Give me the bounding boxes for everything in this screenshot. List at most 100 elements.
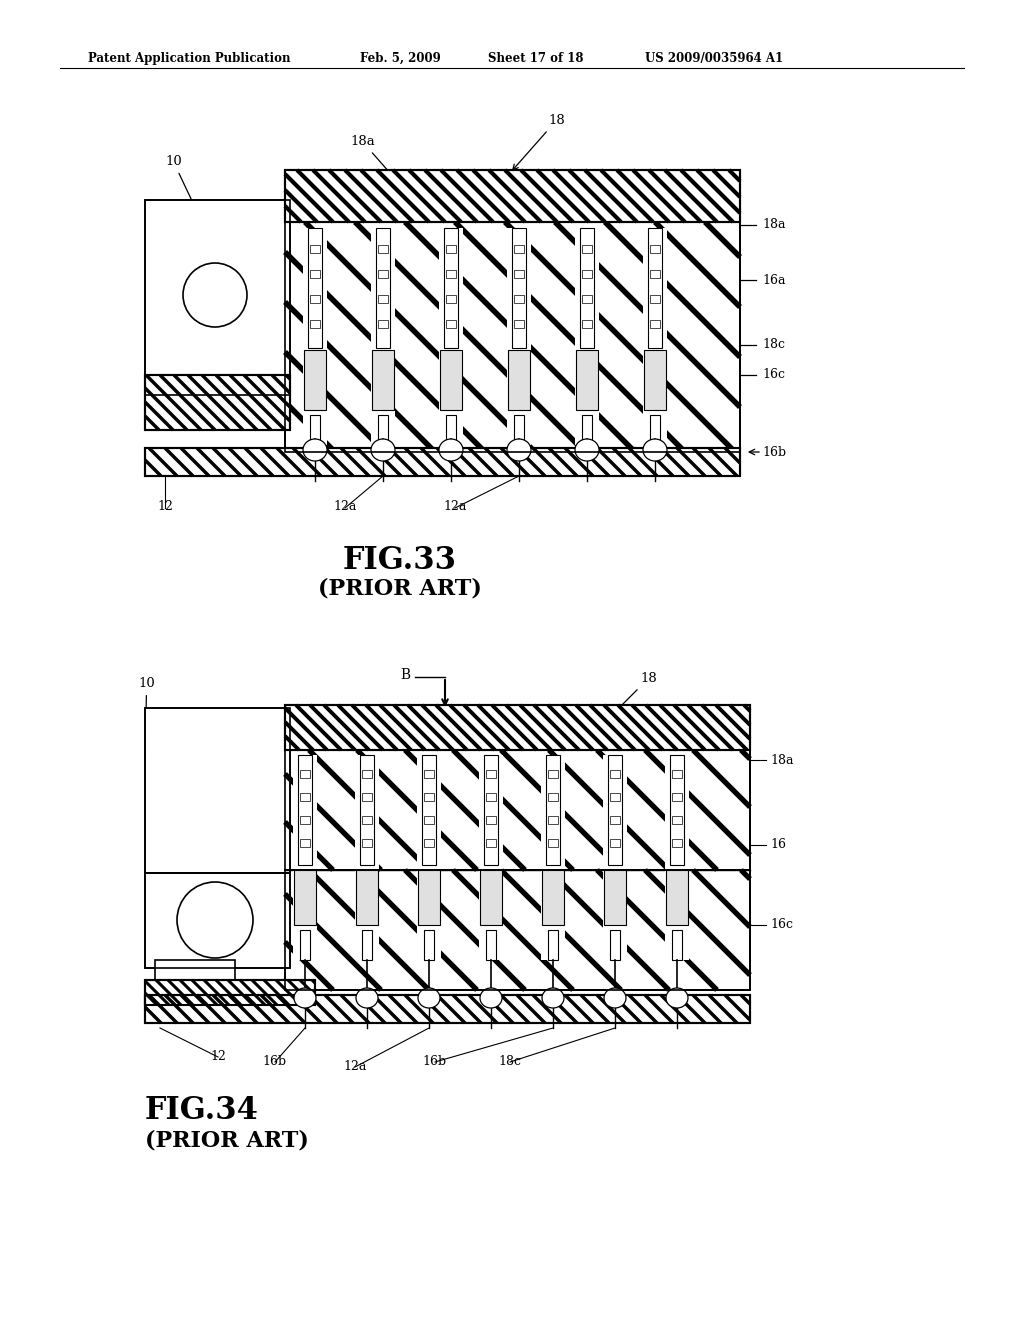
Bar: [670, 755, 684, 865]
Bar: [666, 870, 688, 925]
Ellipse shape: [643, 440, 667, 461]
Bar: [285, 750, 750, 870]
Bar: [603, 755, 627, 960]
Bar: [548, 793, 558, 801]
Bar: [285, 222, 740, 451]
Text: Feb. 5, 2009: Feb. 5, 2009: [360, 51, 440, 65]
Bar: [378, 319, 388, 327]
Bar: [575, 228, 599, 445]
Bar: [486, 816, 496, 824]
Bar: [486, 931, 496, 960]
Bar: [446, 414, 456, 445]
Bar: [514, 414, 524, 445]
Bar: [541, 755, 565, 960]
Text: 16c: 16c: [770, 919, 793, 932]
Bar: [145, 873, 290, 968]
Bar: [479, 755, 503, 960]
Bar: [484, 755, 498, 865]
Ellipse shape: [439, 440, 463, 461]
Bar: [293, 755, 317, 960]
Text: 16a: 16a: [762, 273, 785, 286]
Bar: [285, 222, 740, 451]
Bar: [355, 755, 379, 960]
Bar: [298, 755, 312, 865]
Circle shape: [177, 882, 253, 958]
Bar: [610, 931, 620, 960]
Bar: [285, 750, 750, 870]
Bar: [372, 350, 394, 411]
Text: 10: 10: [165, 154, 191, 201]
Text: 12a: 12a: [343, 1060, 367, 1073]
Bar: [514, 246, 524, 253]
Bar: [378, 294, 388, 304]
Bar: [371, 228, 395, 445]
Bar: [648, 228, 662, 348]
Bar: [145, 979, 315, 1005]
Text: 12a: 12a: [443, 500, 467, 513]
Ellipse shape: [604, 987, 626, 1008]
Bar: [480, 870, 502, 925]
Bar: [604, 870, 626, 925]
Ellipse shape: [356, 987, 378, 1008]
Bar: [145, 201, 290, 395]
Bar: [285, 170, 740, 222]
Bar: [650, 294, 660, 304]
Bar: [650, 319, 660, 327]
Bar: [610, 770, 620, 777]
Bar: [424, 793, 434, 801]
Bar: [486, 840, 496, 847]
Bar: [285, 705, 750, 750]
Text: 12: 12: [157, 500, 173, 513]
Bar: [514, 294, 524, 304]
Bar: [546, 755, 560, 865]
Bar: [608, 755, 622, 865]
Text: US 2009/0035964 A1: US 2009/0035964 A1: [645, 51, 783, 65]
Bar: [356, 870, 378, 925]
Bar: [310, 246, 319, 253]
Bar: [285, 870, 750, 990]
Bar: [514, 271, 524, 279]
Bar: [145, 708, 290, 873]
Bar: [582, 271, 592, 279]
Text: (PRIOR ART): (PRIOR ART): [318, 578, 482, 601]
Bar: [285, 222, 740, 451]
Bar: [643, 228, 667, 445]
Text: (PRIOR ART): (PRIOR ART): [145, 1130, 309, 1152]
Bar: [672, 793, 682, 801]
Bar: [303, 228, 327, 445]
Bar: [145, 995, 750, 1023]
Bar: [362, 770, 372, 777]
Bar: [610, 793, 620, 801]
Text: FIG.33: FIG.33: [343, 545, 457, 576]
Text: 18: 18: [513, 114, 565, 170]
Bar: [439, 228, 463, 445]
Bar: [446, 294, 456, 304]
Bar: [308, 228, 322, 348]
Bar: [644, 350, 666, 411]
Text: 14: 14: [248, 711, 283, 748]
Bar: [310, 271, 319, 279]
Bar: [580, 228, 594, 348]
Bar: [582, 246, 592, 253]
Bar: [300, 931, 310, 960]
Bar: [378, 414, 388, 445]
Bar: [285, 870, 750, 990]
Ellipse shape: [507, 440, 531, 461]
Bar: [446, 271, 456, 279]
Bar: [446, 246, 456, 253]
Circle shape: [183, 263, 247, 327]
Bar: [145, 447, 740, 477]
Bar: [378, 271, 388, 279]
Bar: [672, 770, 682, 777]
Bar: [486, 770, 496, 777]
Text: FIG.34: FIG.34: [145, 1096, 259, 1126]
Bar: [300, 840, 310, 847]
Bar: [548, 816, 558, 824]
Text: Sheet 17 of 18: Sheet 17 of 18: [488, 51, 584, 65]
Bar: [424, 840, 434, 847]
Bar: [548, 840, 558, 847]
Bar: [145, 873, 290, 968]
Bar: [610, 840, 620, 847]
Bar: [444, 228, 458, 348]
Bar: [650, 271, 660, 279]
